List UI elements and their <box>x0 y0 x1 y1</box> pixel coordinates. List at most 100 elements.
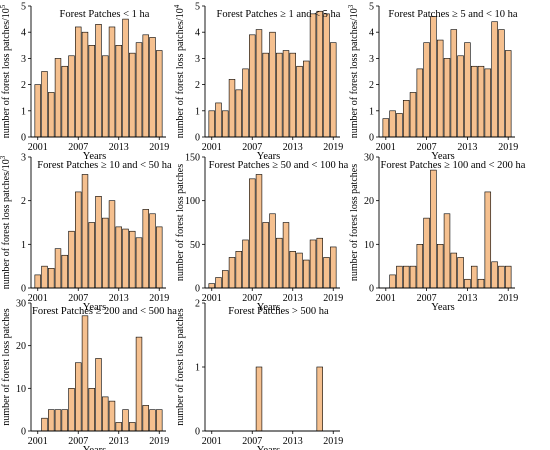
x-tick-label: 2019 <box>323 436 343 447</box>
chart-title: Forest Patches ≥ 1 and < 5 ha <box>217 9 341 20</box>
y-axis-label-exponent: 5 <box>0 4 7 8</box>
bar <box>75 362 82 432</box>
x-tick-label: 2019 <box>149 436 169 447</box>
bar <box>436 244 444 289</box>
bar <box>68 55 75 138</box>
bar <box>142 34 149 138</box>
bar <box>464 42 471 138</box>
y-tick-label: 5 <box>195 2 200 13</box>
bar <box>222 270 229 289</box>
bar <box>122 228 129 289</box>
y-tick-label: 50 <box>190 240 200 251</box>
bar <box>215 277 222 289</box>
bar <box>396 265 403 289</box>
x-axis-label: Years <box>83 302 106 313</box>
bar <box>450 252 458 289</box>
bar <box>289 251 296 289</box>
bar <box>330 246 337 289</box>
bar <box>61 409 68 432</box>
bar <box>75 26 82 138</box>
y-tick-label: 1 <box>369 106 374 117</box>
x-tick-label: 2019 <box>498 142 518 153</box>
y-tick-label: 30 <box>364 153 374 164</box>
y-tick-label: 4 <box>369 28 374 39</box>
bar <box>122 409 129 432</box>
chart-title: Forest Patches ≥ 200 and < 500 ha <box>32 306 177 317</box>
chart-title: Forest Patches ≥ 50 and < 100 ha <box>209 160 349 171</box>
y-tick-label: 1 <box>21 240 26 251</box>
bar <box>228 79 236 138</box>
x-axis-label: Years <box>257 151 280 162</box>
bar <box>228 257 236 289</box>
chart-panel: 0 1 2 3 4 5 2001 2007 2013 2019 Forest Patches < 1… <box>0 2 169 163</box>
bar <box>262 52 269 138</box>
bar <box>41 417 48 432</box>
y-tick-label: 3 <box>195 54 200 65</box>
bar <box>242 239 249 289</box>
bar <box>88 44 95 138</box>
bar <box>309 13 317 138</box>
x-axis-label: Years <box>431 151 454 162</box>
y-tick-label: 2 <box>195 80 200 91</box>
bar <box>81 31 89 138</box>
bar <box>95 24 102 138</box>
bar <box>95 196 102 289</box>
bar <box>88 222 95 289</box>
bar <box>108 200 116 289</box>
y-tick-label: 3 <box>21 153 26 164</box>
bar <box>255 174 263 289</box>
bar <box>276 52 283 138</box>
y-tick-label: 2 <box>21 196 26 207</box>
bar <box>491 261 498 289</box>
bar <box>255 366 263 432</box>
bar <box>282 50 290 138</box>
x-tick-label: 2019 <box>149 293 169 304</box>
bar <box>108 26 116 138</box>
bar <box>156 226 163 289</box>
bar <box>402 100 410 138</box>
bar <box>235 89 242 138</box>
bar <box>276 237 283 289</box>
x-tick-label: 2019 <box>149 142 169 153</box>
bar <box>504 265 512 289</box>
bar <box>61 254 68 289</box>
bar <box>316 237 323 289</box>
y-axis-label-text: number of forest loss patches/10 <box>175 8 186 138</box>
bar <box>470 265 478 289</box>
bar <box>48 92 55 138</box>
bar <box>142 405 149 432</box>
bar <box>135 42 143 138</box>
bar <box>68 388 75 432</box>
y-tick-label: 0 <box>21 284 26 295</box>
chart-panel: 0 1 2 3 4 5 2001 2007 2013 2019 Forest Patches ≥ 1… <box>173 2 343 163</box>
y-tick-label: 3 <box>21 54 26 65</box>
bar <box>222 110 229 138</box>
bar <box>430 16 437 138</box>
x-tick-label: 2007 <box>68 293 88 304</box>
y-axis-label: number of forest loss patches/104 <box>173 4 186 138</box>
bar <box>409 92 417 138</box>
bar <box>457 257 464 289</box>
y-axis-label-text: number of forest loss patches/10 <box>1 8 12 138</box>
bar <box>102 396 109 432</box>
bar <box>296 252 303 289</box>
y-tick-label: 0 <box>195 284 200 295</box>
bar <box>129 52 136 138</box>
bar <box>477 65 485 138</box>
bar <box>282 222 290 289</box>
bar <box>416 68 424 138</box>
bar <box>303 60 310 138</box>
chart-title: Forest Patches ≥ 100 and < 200 ha <box>381 160 526 171</box>
y-tick-label: 20 <box>364 196 374 207</box>
bar <box>249 178 256 289</box>
bar <box>396 113 403 138</box>
bar <box>269 31 276 138</box>
bar <box>269 213 276 289</box>
bar <box>34 84 41 138</box>
y-tick-label: 0 <box>21 427 26 438</box>
bar <box>102 217 109 289</box>
bar <box>436 39 444 138</box>
x-axis-label: Years <box>83 151 106 162</box>
y-axis-label-exponent: 4 <box>173 4 181 8</box>
y-axis-label: number of forest loss patches <box>175 164 186 281</box>
